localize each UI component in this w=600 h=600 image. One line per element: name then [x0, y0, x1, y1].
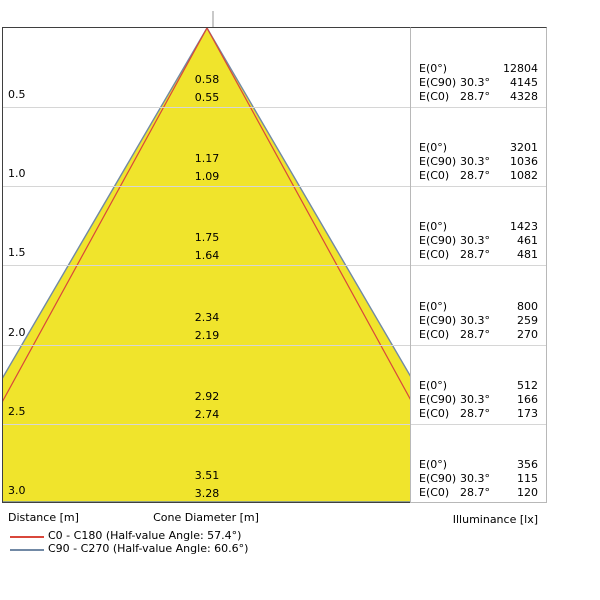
- legend-label-c0: C0 - C180 (Half-value Angle: 57.4°): [48, 529, 242, 542]
- legend-line-c90: [10, 549, 44, 551]
- gridline-0.5m: [3, 107, 410, 108]
- e0-label: E(0°): [419, 379, 448, 392]
- gridline-2.5m: [3, 424, 410, 425]
- distance-label: 2.5: [8, 405, 26, 418]
- illuminance-block-3.0m: E(0°) 356 E(C90) 30.3° 115 E(C0) 28.7° 120: [411, 458, 546, 500]
- ec0-value: 173: [517, 407, 538, 420]
- cone-diameter-c0: 0.55: [194, 91, 220, 104]
- illuminance-axis-label: Illuminance [lx]: [452, 513, 538, 526]
- gridline-1.5m: [411, 265, 546, 266]
- distance-axis-label: Distance [m]: [8, 511, 79, 524]
- ec90-label: E(C90): [419, 314, 457, 327]
- ec0-angle: 28.7°: [460, 486, 490, 499]
- illuminance-block-0.5m: E(0°) 12804 E(C90) 30.3° 4145 E(C0) 28.7° 432…: [411, 62, 546, 104]
- gridline-2.0m: [411, 345, 546, 346]
- ec90-angle: 30.3°: [460, 234, 490, 247]
- ec90-label: E(C90): [419, 155, 457, 168]
- e0-value: 3201: [510, 141, 538, 154]
- ec90-value: 1036: [510, 155, 538, 168]
- gridline-2.5m: [411, 424, 546, 425]
- gridline-2.0m: [3, 345, 410, 346]
- e0-label: E(0°): [419, 458, 448, 471]
- ec90-label: E(C90): [419, 393, 457, 406]
- e0-label: E(0°): [419, 141, 448, 154]
- ec90-angle: 30.3°: [460, 472, 490, 485]
- cone-diameter-c0: 1.09: [194, 170, 220, 183]
- ec0-angle: 28.7°: [460, 328, 490, 341]
- gridline-0.5m: [411, 107, 546, 108]
- luminaire-position-tick: [212, 11, 214, 27]
- ec90-value: 166: [517, 393, 538, 406]
- ec0-value: 1082: [510, 169, 538, 182]
- ec90-value: 259: [517, 314, 538, 327]
- ec90-label: E(C90): [419, 472, 457, 485]
- cone-plot-area: 0.5 1.0 1.5 2.0 2.5 3.0 0.58 0.55 1.17 1…: [2, 27, 410, 503]
- ec0-label: E(C0): [419, 486, 450, 499]
- cone-diameter-c90: 1.17: [194, 152, 220, 165]
- ec0-label: E(C0): [419, 328, 450, 341]
- e0-value: 800: [517, 300, 538, 313]
- ec0-value: 120: [517, 486, 538, 499]
- cone-diameter-c90: 2.92: [194, 390, 220, 403]
- cone-diameter-axis-label: Cone Diameter [m]: [153, 511, 259, 524]
- cone-diameter-c90: 2.34: [194, 311, 220, 324]
- gridline-1.5m: [3, 265, 410, 266]
- cone-diameter-c90: 3.51: [194, 469, 220, 482]
- cone-diameter-c0: 1.64: [194, 249, 220, 262]
- e0-label: E(0°): [419, 300, 448, 313]
- distance-label: 1.0: [8, 167, 26, 180]
- ec90-angle: 30.3°: [460, 393, 490, 406]
- ec90-value: 115: [517, 472, 538, 485]
- e0-value: 1423: [510, 220, 538, 233]
- ec0-label: E(C0): [419, 407, 450, 420]
- legend-line-c0: [10, 536, 44, 538]
- cone-diameter-c0: 2.19: [194, 329, 220, 342]
- ec0-value: 4328: [510, 90, 538, 103]
- ec0-label: E(C0): [419, 248, 450, 261]
- distance-label: 2.0: [8, 326, 26, 339]
- distance-label: 0.5: [8, 88, 26, 101]
- e0-value: 12804: [503, 62, 538, 75]
- gridline-1.0m: [411, 186, 546, 187]
- ec0-value: 270: [517, 328, 538, 341]
- illuminance-table: E(0°) 12804 E(C90) 30.3° 4145 E(C0) 28.7° 432…: [410, 27, 547, 503]
- ec90-label: E(C90): [419, 234, 457, 247]
- cone-diameter-c0: 3.28: [194, 487, 220, 500]
- cone-diameter-c90: 1.75: [194, 231, 220, 244]
- cone-diameter-c90: 0.58: [194, 73, 220, 86]
- ec0-angle: 28.7°: [460, 169, 490, 182]
- ec90-value: 4145: [510, 76, 538, 89]
- ec0-label: E(C0): [419, 90, 450, 103]
- ec0-angle: 28.7°: [460, 248, 490, 261]
- e0-value: 356: [517, 458, 538, 471]
- ec0-label: E(C0): [419, 169, 450, 182]
- ec0-angle: 28.7°: [460, 90, 490, 103]
- distance-label: 3.0: [8, 484, 26, 497]
- ec90-angle: 30.3°: [460, 314, 490, 327]
- ec0-angle: 28.7°: [460, 407, 490, 420]
- ec90-value: 461: [517, 234, 538, 247]
- distance-label: 1.5: [8, 246, 26, 259]
- ec90-label: E(C90): [419, 76, 457, 89]
- illuminance-block-1.5m: E(0°) 1423 E(C90) 30.3° 461 E(C0) 28.7° 481: [411, 220, 546, 262]
- ec90-angle: 30.3°: [460, 76, 490, 89]
- illuminance-block-2.5m: E(0°) 512 E(C90) 30.3° 166 E(C0) 28.7° 173: [411, 379, 546, 421]
- e0-value: 512: [517, 379, 538, 392]
- e0-label: E(0°): [419, 220, 448, 233]
- ec90-angle: 30.3°: [460, 155, 490, 168]
- illuminance-block-2.0m: E(0°) 800 E(C90) 30.3° 259 E(C0) 28.7° 270: [411, 300, 546, 342]
- legend-label-c90: C90 - C270 (Half-value Angle: 60.6°): [48, 542, 249, 555]
- e0-label: E(0°): [419, 62, 448, 75]
- cone-c0-line: [3, 28, 410, 402]
- ec0-value: 481: [517, 248, 538, 261]
- gridline-1.0m: [3, 186, 410, 187]
- illuminance-block-1.0m: E(0°) 3201 E(C90) 30.3° 1036 E(C0) 28.7° 1082: [411, 141, 546, 183]
- cone-diameter-c0: 2.74: [194, 408, 220, 421]
